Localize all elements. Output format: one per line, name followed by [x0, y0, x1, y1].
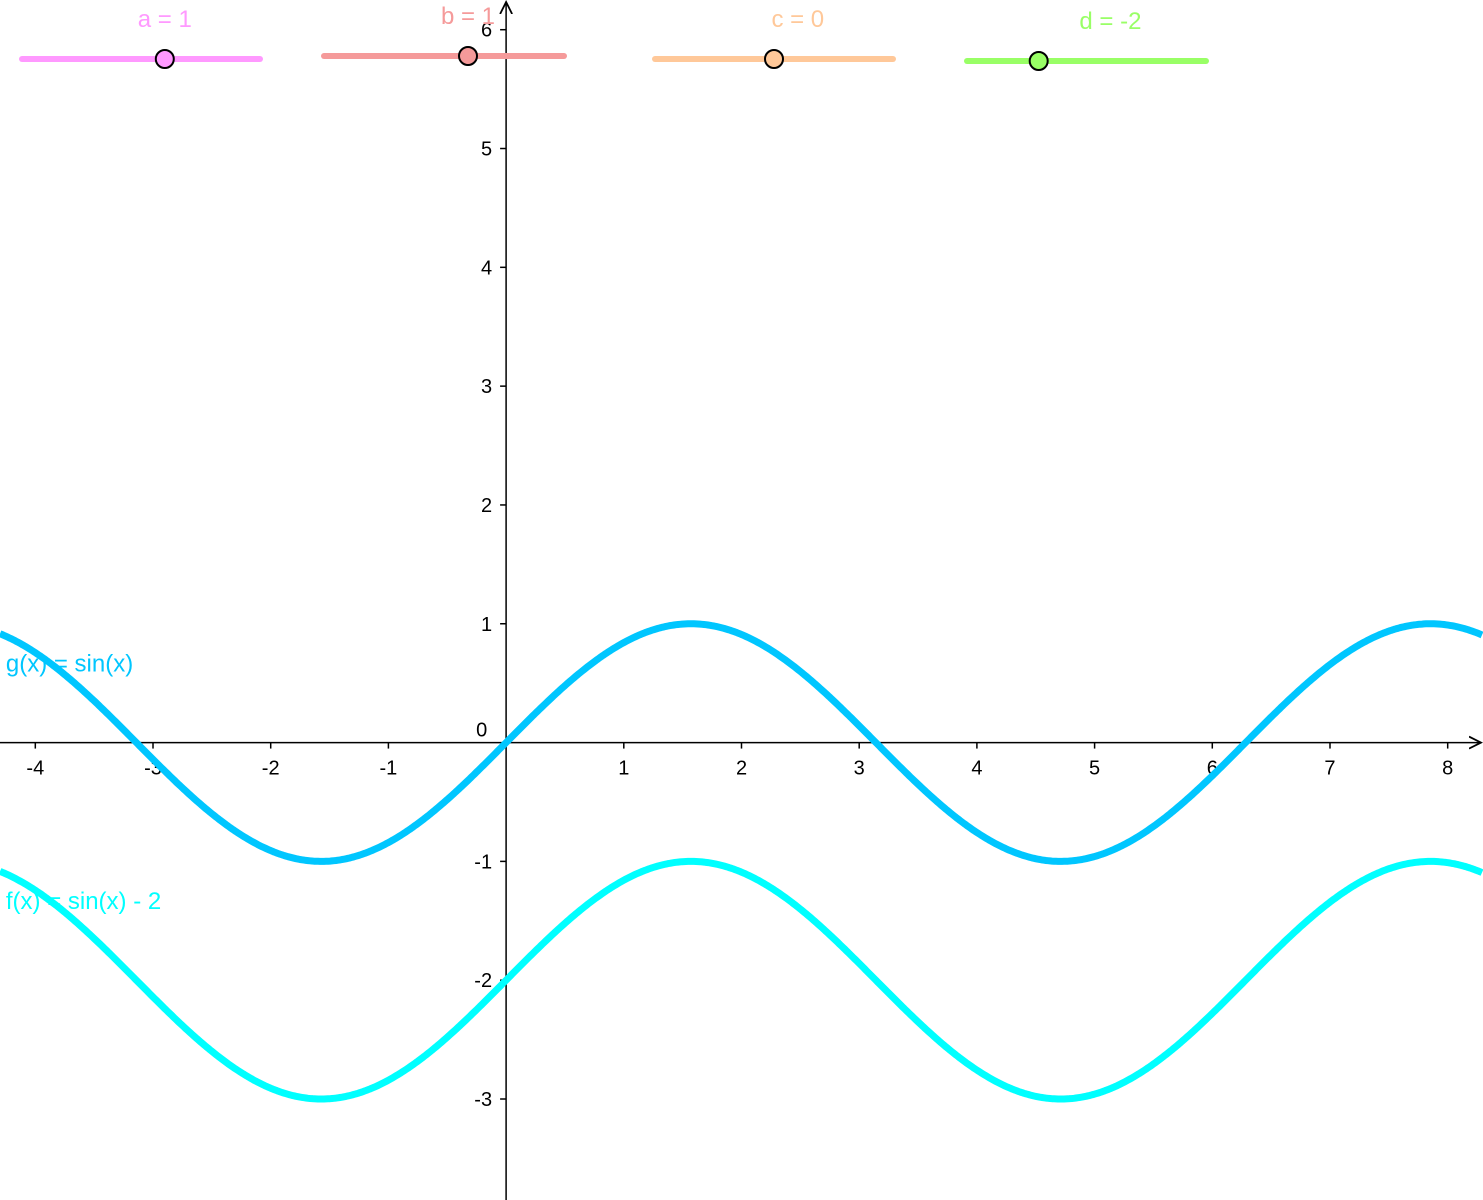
slider-d[interactable]: d = -2 — [964, 8, 1209, 71]
slider-a[interactable]: a = 1 — [19, 6, 263, 69]
x-tick-label: 2 — [736, 758, 747, 780]
slider-d-label: d = -2 — [1079, 8, 1141, 35]
slider-c[interactable]: c = 0 — [652, 6, 896, 69]
y-tick-group: -3 -2 -1 1 2 3 4 5 6 — [474, 20, 507, 1111]
y-tick-label: 5 — [481, 139, 492, 161]
slider-a-knob[interactable] — [154, 49, 175, 69]
y-tick-label: -1 — [474, 851, 492, 873]
x-tick-label: -2 — [262, 758, 280, 780]
slider-c-label: c = 0 — [771, 6, 824, 33]
x-tick-label: 3 — [854, 758, 865, 780]
x-tick-label: 5 — [1089, 758, 1100, 780]
y-tick-label: 6 — [481, 20, 492, 42]
x-tick-label: -1 — [380, 758, 398, 780]
origin-label: 0 — [476, 720, 487, 742]
function-label-f: f(x) = sin(x) - 2 — [6, 888, 161, 915]
x-tick-label: 4 — [971, 758, 982, 780]
curve-g[interactable] — [0, 620, 1483, 865]
y-tick-label: 2 — [481, 495, 492, 517]
x-tick-label: -4 — [26, 758, 44, 780]
slider-a-label: a = 1 — [138, 6, 192, 33]
curve-f[interactable] — [0, 857, 1483, 1103]
y-tick-label: 4 — [481, 257, 492, 279]
slider-b-knob[interactable] — [458, 46, 478, 66]
function-label-g: g(x) = sin(x) — [6, 650, 133, 677]
slider-b[interactable]: b = 1 — [321, 3, 567, 66]
x-tick-label: 7 — [1324, 758, 1335, 780]
x-tick-label: 6 — [1207, 758, 1218, 780]
slider-c-knob[interactable] — [764, 49, 784, 69]
y-tick-label: 3 — [481, 376, 492, 398]
x-tick-group: -4 -3 -2 -1 1 2 3 4 5 6 7 8 — [26, 742, 1453, 780]
y-tick-label: 1 — [481, 614, 492, 636]
x-tick-label: 8 — [1442, 758, 1453, 780]
y-tick-label: -3 — [474, 1089, 492, 1111]
x-tick-label: 1 — [618, 758, 629, 780]
slider-b-label: b = 1 — [441, 3, 495, 30]
function-curves[interactable] — [0, 620, 1483, 1103]
y-tick-label: -2 — [474, 970, 492, 992]
slider-d-knob[interactable] — [1028, 51, 1049, 71]
